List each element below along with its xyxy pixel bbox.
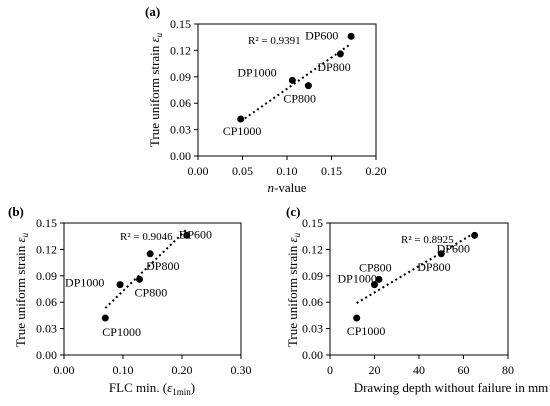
y-tick-label: 0.15 <box>302 216 323 230</box>
point-label-cp1000: CP1000 <box>102 325 141 339</box>
point-label-cp800: CP800 <box>283 92 316 106</box>
x-axis-label: n-value <box>268 180 307 195</box>
panel-label: (c) <box>286 204 300 219</box>
y-tick-label: 0.12 <box>170 43 191 57</box>
panel-label: (a) <box>145 4 160 19</box>
y-tick-label: 0.06 <box>302 295 323 309</box>
data-point-cp1000 <box>101 314 109 322</box>
y-tick-label: 0.15 <box>36 216 57 230</box>
data-point-dp600 <box>183 231 191 239</box>
x-tick-label: 0 <box>327 363 333 377</box>
y-tick-label: 0.03 <box>302 322 323 336</box>
data-point-dp600 <box>471 231 479 239</box>
point-label-dp600: DP600 <box>437 241 470 255</box>
data-point-cp800 <box>304 82 312 90</box>
point-label-cp800: CP800 <box>135 285 168 299</box>
data-point-dp800 <box>146 250 154 258</box>
x-tick-label: 0.20 <box>172 363 193 377</box>
point-label-dp800: DP800 <box>317 60 350 74</box>
x-tick-label: 0.15 <box>321 164 342 178</box>
data-point-dp800 <box>437 250 445 258</box>
y-tick-label: 0.06 <box>36 295 57 309</box>
data-point-cp800 <box>375 275 383 283</box>
x-tick-label: 20 <box>369 363 381 377</box>
x-tick-label: 0.05 <box>232 164 253 178</box>
point-label-dp1000: DP1000 <box>338 272 377 286</box>
y-tick-label: 0.12 <box>302 242 323 256</box>
x-axis-label: FLC min. (ε1min) <box>109 380 195 397</box>
r-squared-label: R² = 0.8925 <box>401 234 454 246</box>
panel-a: (a) 0.00 0.03 0.06 0.09 0.12 0.15 0.00 0.05 0.10 0… <box>145 4 387 195</box>
data-point-cp1000 <box>237 115 245 123</box>
y-tick-label: 0.00 <box>302 348 323 362</box>
y-axis-label: True uniform strain εu <box>147 32 164 147</box>
data-point-dp1000 <box>288 76 296 84</box>
x-tick-label: 80 <box>502 363 514 377</box>
panel-b: (b) 0.00 0.03 0.06 0.09 0.12 0.15 0.00 0.10 0.20 0… <box>8 204 252 397</box>
y-tick-label: 0.09 <box>302 269 323 283</box>
panel-label: (b) <box>8 204 24 219</box>
point-label-dp600: DP600 <box>305 28 338 42</box>
plot-frame <box>63 222 242 356</box>
data-point-dp1000 <box>371 281 378 289</box>
point-label-dp600: DP600 <box>179 227 212 241</box>
y-tick-label: 0.15 <box>170 17 191 31</box>
data-point-dp1000 <box>116 281 124 289</box>
x-tick-label: 60 <box>458 363 470 377</box>
y-tick-label: 0.03 <box>36 322 57 336</box>
point-label-cp1000: CP1000 <box>223 124 262 138</box>
y-tick-label: 0.03 <box>170 123 191 137</box>
trendline <box>240 42 352 123</box>
x-tick-label: 0.30 <box>231 363 252 377</box>
y-axis-label: True uniform strain εu <box>13 232 30 347</box>
r-squared-label: R² = 0.9391 <box>248 35 301 47</box>
x-tick-label: 40 <box>413 363 425 377</box>
point-label-dp1000: DP1000 <box>65 276 104 290</box>
x-tick-label: 0.00 <box>188 164 209 178</box>
y-tick-label: 0.09 <box>36 269 57 283</box>
data-point-cp800 <box>136 275 144 283</box>
y-tick-label: 0.00 <box>36 348 57 362</box>
x-tick-label: 0.00 <box>54 363 75 377</box>
point-label-dp1000: DP1000 <box>237 65 276 79</box>
y-tick-label: 0.12 <box>36 242 57 256</box>
y-tick-label: 0.06 <box>170 96 191 110</box>
y-tick-label: 0.09 <box>170 70 191 84</box>
y-tick-label: 0.00 <box>170 149 191 163</box>
data-point-cp1000 <box>353 314 361 322</box>
x-tick-label: 0.10 <box>277 164 298 178</box>
panel-c: (c) 0.00 0.03 0.06 0.09 0.12 0.15 0 20 40 60 80 R² =… <box>285 204 548 395</box>
data-point-dp600 <box>347 32 355 40</box>
point-label-dp800: DP800 <box>417 260 450 274</box>
x-tick-label: 0.10 <box>113 363 134 377</box>
point-label-dp800: DP800 <box>146 259 179 273</box>
point-label-cp1000: CP1000 <box>347 324 386 338</box>
point-label-cp800: CP800 <box>359 260 392 274</box>
y-axis-label: True uniform strain εu <box>285 232 302 347</box>
x-tick-label: 0.20 <box>366 164 387 178</box>
data-point-dp800 <box>336 50 344 58</box>
r-squared-label: R² = 0.9046 <box>120 231 173 243</box>
trendline <box>104 228 188 309</box>
x-axis-label: Drawing depth without failure in mm <box>354 380 549 395</box>
